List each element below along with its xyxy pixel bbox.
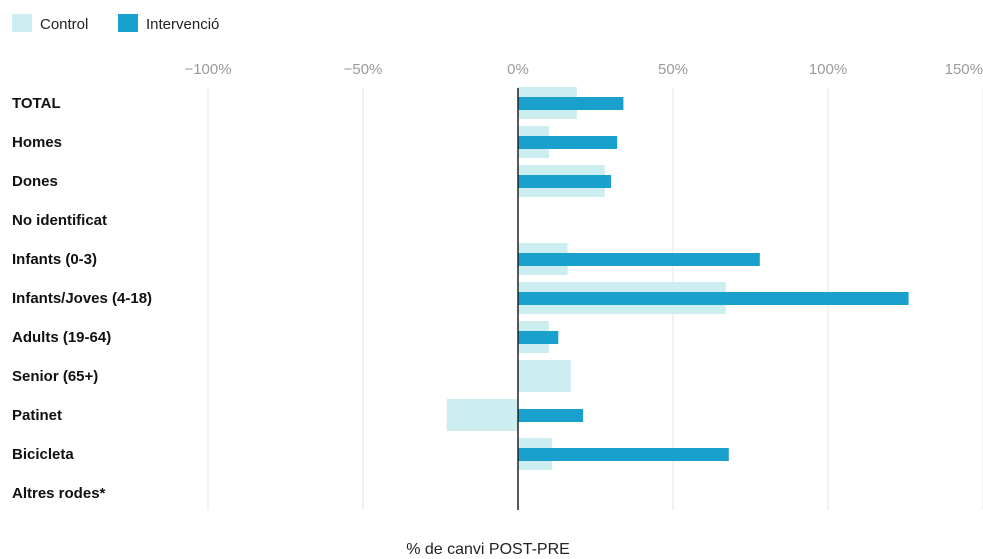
category-label: Patinet <box>12 407 62 424</box>
category-labels: TOTAL Homes Dones No identificat Infants (0-… <box>12 95 152 502</box>
x-tick-label: 0% <box>507 61 529 78</box>
legend-label-control: Control <box>40 16 88 33</box>
legend-swatch-intervencio <box>118 14 138 32</box>
x-tick-label: −50% <box>344 61 383 78</box>
bar-intervencio <box>518 448 729 461</box>
bar-intervencio <box>518 253 760 266</box>
bar-control <box>446 399 518 431</box>
bar-intervencio <box>518 136 618 149</box>
bar-intervencio <box>518 175 611 188</box>
category-label: TOTAL <box>12 95 61 112</box>
x-tick-label: 150% <box>945 61 983 78</box>
bar-intervencio <box>518 409 584 422</box>
category-label: Infants/Joves (4-18) <box>12 290 152 307</box>
x-tick-labels: −100% −50% 0% 50% 100% 150% <box>184 61 983 78</box>
legend-label-intervencio: Intervenció <box>146 16 219 33</box>
category-label: Adults (19-64) <box>12 329 111 346</box>
x-tick-label: −100% <box>184 61 231 78</box>
category-label: Homes <box>12 134 62 151</box>
category-label: Dones <box>12 173 58 190</box>
bar-intervencio <box>518 292 909 305</box>
x-tick-label: 100% <box>809 61 847 78</box>
category-label: No identificat <box>12 212 107 229</box>
bar-intervencio <box>518 331 559 344</box>
bars <box>446 87 909 470</box>
category-label: Altres rodes* <box>12 485 106 502</box>
bar-intervencio <box>518 97 624 110</box>
legend: Control Intervenció <box>12 14 219 33</box>
category-label: Bicicleta <box>12 446 74 463</box>
category-label: Infants (0-3) <box>12 251 97 268</box>
x-tick-label: 50% <box>658 61 688 78</box>
category-label: Senior (65+) <box>12 368 98 385</box>
bar-control <box>518 360 571 392</box>
x-axis-label: % de canvi POST-PRE <box>406 541 570 558</box>
legend-swatch-control <box>12 14 32 32</box>
